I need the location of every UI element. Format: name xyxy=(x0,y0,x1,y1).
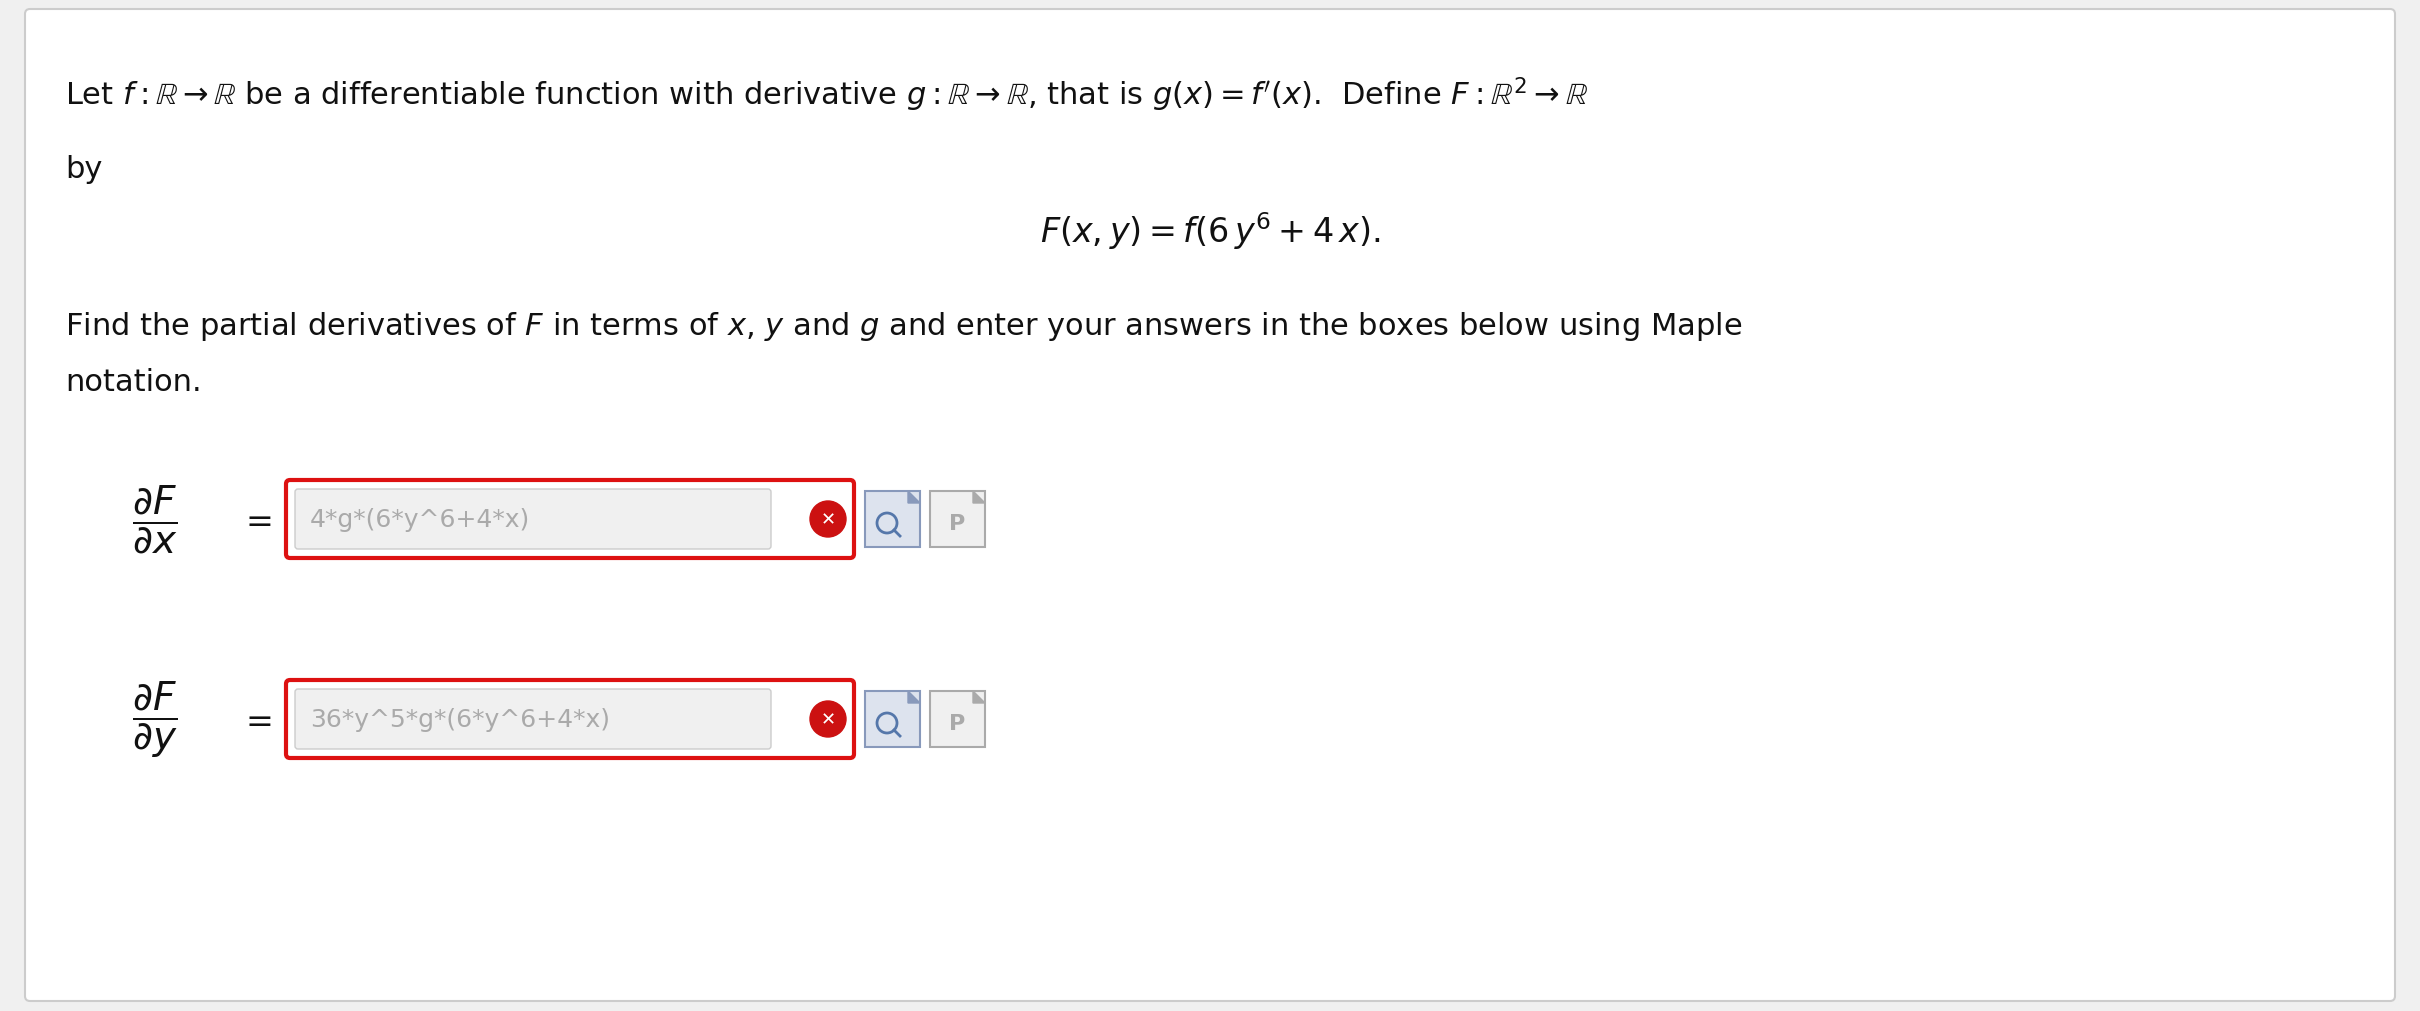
Text: ✕: ✕ xyxy=(820,711,835,728)
Polygon shape xyxy=(908,692,920,704)
Text: $\dfrac{\partial F}{\partial y}$: $\dfrac{\partial F}{\partial y}$ xyxy=(133,679,177,759)
FancyBboxPatch shape xyxy=(929,692,985,747)
FancyBboxPatch shape xyxy=(929,491,985,548)
Polygon shape xyxy=(973,692,985,704)
FancyBboxPatch shape xyxy=(295,690,772,749)
Text: Let $f : \mathbb{R} \rightarrow \mathbb{R}$ be a differentiable function with de: Let $f : \mathbb{R} \rightarrow \mathbb{… xyxy=(65,75,1588,113)
FancyBboxPatch shape xyxy=(295,489,772,549)
Polygon shape xyxy=(908,491,920,503)
Text: $=$: $=$ xyxy=(240,703,271,736)
FancyBboxPatch shape xyxy=(286,680,854,758)
Text: P: P xyxy=(949,714,966,733)
Text: $\dfrac{\partial F}{\partial x}$: $\dfrac{\partial F}{\partial x}$ xyxy=(133,483,177,555)
FancyBboxPatch shape xyxy=(24,10,2396,1001)
FancyBboxPatch shape xyxy=(864,692,920,747)
Text: P: P xyxy=(949,514,966,534)
Text: $F(x, y) = f(6\,y^6 + 4\,x).$: $F(x, y) = f(6\,y^6 + 4\,x).$ xyxy=(1041,210,1379,252)
Circle shape xyxy=(811,702,847,737)
Text: 36*y^5*g*(6*y^6+4*x): 36*y^5*g*(6*y^6+4*x) xyxy=(310,708,610,731)
Text: notation.: notation. xyxy=(65,368,201,396)
Polygon shape xyxy=(973,491,985,503)
Text: by: by xyxy=(65,155,102,184)
Text: Find the partial derivatives of $F$ in terms of $x$, $y$ and $g$ and enter your : Find the partial derivatives of $F$ in t… xyxy=(65,309,1742,343)
FancyBboxPatch shape xyxy=(286,480,854,558)
Circle shape xyxy=(811,501,847,538)
Text: ✕: ✕ xyxy=(820,511,835,529)
Text: 4*g*(6*y^6+4*x): 4*g*(6*y^6+4*x) xyxy=(310,508,530,532)
Text: $=$: $=$ xyxy=(240,503,271,536)
FancyBboxPatch shape xyxy=(864,491,920,548)
